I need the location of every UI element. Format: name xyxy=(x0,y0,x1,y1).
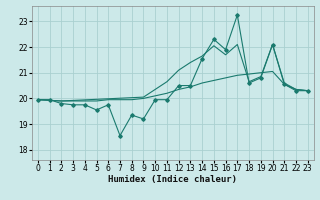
X-axis label: Humidex (Indice chaleur): Humidex (Indice chaleur) xyxy=(108,175,237,184)
